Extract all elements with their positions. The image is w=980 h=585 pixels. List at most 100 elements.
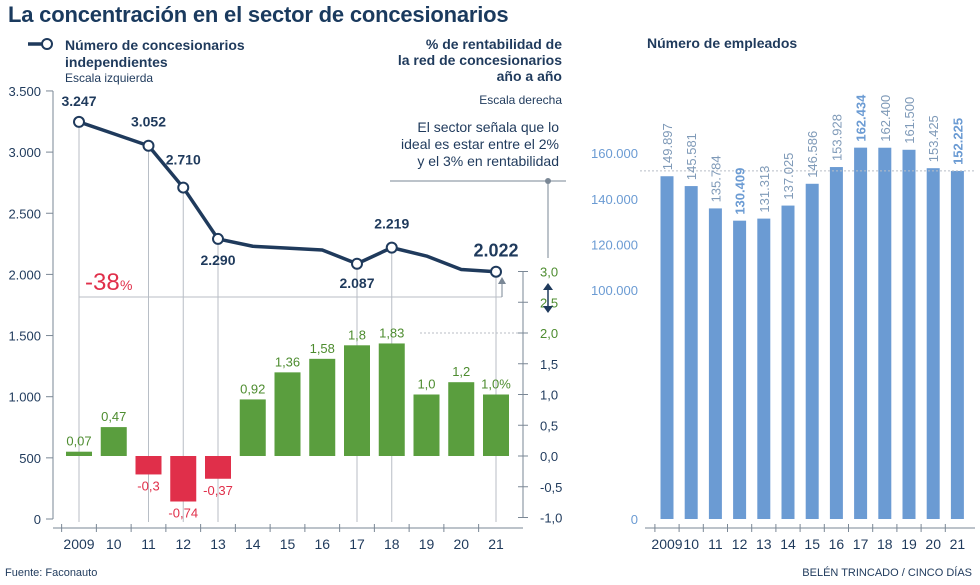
concesionarios-marker [177, 181, 190, 194]
rentabilidad-title-line: la red de concesionarios [398, 52, 562, 68]
left-axis-tick-label: 2.000 [8, 267, 41, 282]
left-x-tick-label: 19 [419, 536, 435, 552]
empleados-axis-tick-label: 160.000 [591, 146, 638, 161]
concesionarios-marker [142, 139, 155, 152]
concesionarios-marker [351, 257, 363, 270]
left-x-tick-label: 10 [106, 536, 122, 552]
left-x-tick-label: 12 [175, 536, 191, 552]
left-axis-tick-label: 1.500 [8, 329, 41, 344]
empleados-label: 146.586 [805, 131, 820, 178]
callout-dot-icon [545, 178, 551, 184]
rentabilidad-bar [239, 399, 266, 456]
left-axis-tick-label: 1.000 [8, 390, 41, 405]
right-x-tick-label: 21 [950, 536, 966, 552]
rentabilidad-bar [100, 427, 127, 456]
left-x-tick-label: 11 [141, 536, 156, 552]
right-x-tick-label: 19 [901, 536, 917, 552]
empleados-label: 152.225 [950, 118, 965, 165]
left-x-tick-label: 13 [210, 536, 226, 552]
rentabilidad-label: 0,47 [101, 409, 126, 424]
empleados-label: 145.581 [684, 133, 699, 180]
credit-note: BELÉN TRINCADO / CINCO DÍAS [802, 567, 972, 579]
rentabilidad-label: -0,74 [168, 506, 198, 521]
right-axis-tick-label: 3,0 [540, 265, 558, 280]
concesionarios-label: 2.710 [166, 152, 201, 168]
line-legend-subtitle: Escala izquierda [65, 71, 153, 85]
rentabilidad-bar [413, 394, 440, 456]
ideal-annotation-line: ideal es estar entre el 2% [401, 136, 559, 152]
left-axis-tick-label: 3.500 [8, 84, 41, 99]
empleados-label: 135.784 [708, 155, 723, 202]
concesionarios-label: 3.052 [131, 114, 166, 130]
left-axis-tick-label: 500 [19, 451, 41, 466]
left-x-tick-label: 21 [488, 536, 504, 552]
empleados-label: 153.425 [926, 115, 941, 162]
empleados-label: 137.025 [781, 153, 796, 200]
empleados-label: 162.400 [878, 95, 893, 142]
concesionarios-label: 3.247 [61, 93, 96, 109]
empleados-axis-tick-label: 100.000 [591, 283, 638, 298]
left-axis-tick-label: 0 [34, 512, 41, 527]
rentabilidad-bar [344, 345, 370, 456]
empleados-bar [950, 170, 964, 519]
chart-title: La concentración en el sector de concesi… [8, 2, 509, 27]
rentabilidad-label: 1,8 [348, 327, 366, 342]
right-axis-tick-label: -0,5 [540, 480, 562, 495]
right-axis-tick-label: 0,5 [540, 418, 558, 433]
empleados-bar [684, 186, 698, 519]
right-x-tick-label: 16 [829, 536, 845, 552]
left-x-tick-label: 20 [453, 536, 469, 552]
rentabilidad-bar [205, 456, 231, 479]
concesionarios-marker [385, 241, 398, 254]
empleados-axis-tick-label: 0 [631, 512, 638, 527]
source-note: Fuente: Faconauto [5, 567, 98, 579]
empleados-bar [733, 220, 747, 519]
rentabilidad-bar [448, 382, 475, 456]
empleados-bar [757, 218, 771, 519]
change-unit: % [120, 277, 132, 293]
left-x-tick-label: 15 [280, 536, 296, 552]
change-arrow-icon [498, 277, 506, 284]
concesionarios-label: 2.087 [339, 275, 374, 291]
left-axis-tick-label: 2.500 [8, 206, 41, 221]
right-x-tick-label: 17 [853, 536, 869, 552]
ideal-annotation-line: y el 3% en rentabilidad [417, 153, 559, 169]
empleados-bar [926, 168, 940, 520]
right-axis-tick-label: 1,0 [540, 388, 558, 403]
range-arrow-down-icon [543, 306, 553, 313]
right-x-tick-label: 20 [925, 536, 941, 552]
right-x-tick-label: 12 [732, 536, 748, 552]
change-bracket [78, 121, 502, 298]
empleados-label: 131.313 [757, 166, 772, 213]
concesionarios-marker [490, 265, 502, 278]
rentabilidad-bar [309, 358, 336, 456]
rentabilidad-bar [274, 372, 301, 456]
right-axis-tick-label: 2,0 [540, 326, 558, 341]
rentabilidad-label: -0,3 [137, 478, 159, 493]
empleados-bar [805, 183, 819, 519]
left-axis-tick-label: 3.000 [8, 145, 41, 160]
rentabilidad-bar [170, 456, 197, 502]
empleados-bar [902, 149, 916, 519]
right-x-tick-label: 13 [756, 536, 772, 552]
legend-marker-icon [41, 38, 53, 50]
line-legend-title-1: Número de concesionarios [65, 37, 245, 53]
concesionarios-label: 2.290 [200, 252, 235, 268]
empleados-bar [781, 205, 795, 519]
rentabilidad-label: 1,2 [452, 364, 470, 379]
empleados-label: 162.434 [854, 94, 869, 142]
left-x-tick-label: 18 [384, 536, 400, 552]
concesionarios-label: 2.022 [473, 241, 518, 261]
rentabilidad-label: 0,92 [240, 381, 265, 396]
empleados-label: 130.409 [733, 168, 748, 215]
change-value: -38 [85, 269, 120, 296]
left-x-tick-label: 17 [349, 536, 365, 552]
empleados-bar [878, 147, 892, 519]
rentabilidad-bar [135, 456, 162, 475]
rentabilidad-title-line: % de rentabilidad de [426, 36, 562, 52]
rentabilidad-label: -0,37 [203, 483, 233, 498]
rentabilidad-subtitle: Escala derecha [479, 93, 562, 107]
empleados-bar [829, 167, 843, 519]
left-x-tick-label: 14 [245, 536, 261, 552]
concesionarios-marker [73, 115, 85, 128]
